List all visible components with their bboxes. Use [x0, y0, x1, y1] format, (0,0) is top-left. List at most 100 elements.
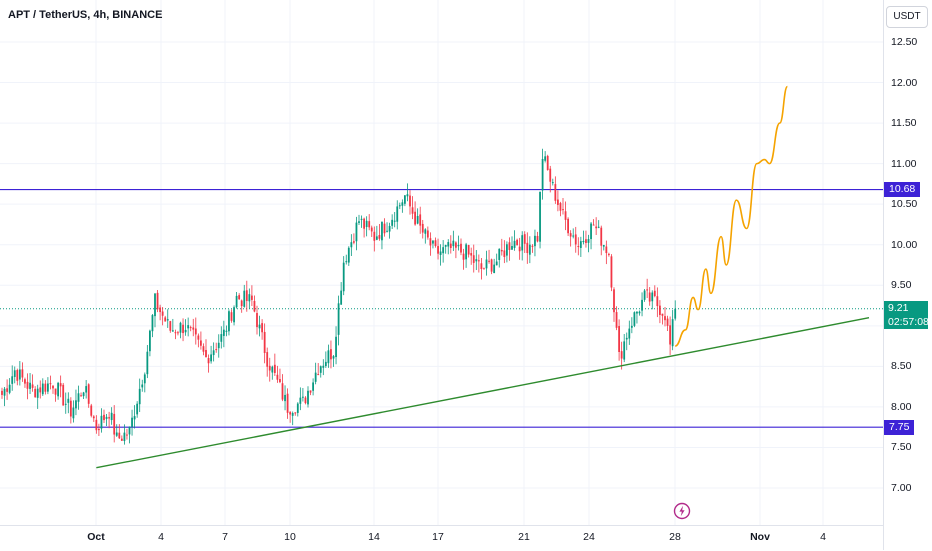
candle-body: [421, 223, 424, 233]
candle-body: [363, 218, 365, 229]
price-tick-label: 12.50: [891, 36, 918, 48]
candle-body: [131, 417, 133, 427]
candle-body: [557, 199, 559, 205]
candle-body: [429, 238, 432, 246]
candle-body: [8, 384, 11, 393]
candle-body: [138, 388, 141, 405]
candle-body: [126, 434, 128, 436]
candle-body: [243, 290, 246, 307]
candle-body: [457, 244, 460, 247]
candle-body: [437, 246, 439, 254]
time-tick-label: 21: [518, 531, 530, 543]
candle-body: [220, 334, 223, 342]
candle-body: [154, 293, 156, 317]
currency-selector[interactable]: USDT: [886, 6, 928, 28]
candle-body: [342, 262, 345, 292]
candle-body: [47, 383, 49, 392]
candle-body: [608, 253, 610, 255]
price-tick-label: 12.00: [891, 76, 918, 89]
candle-body: [404, 195, 406, 204]
candle-body: [245, 290, 248, 301]
candle-body: [113, 413, 116, 435]
candle-body: [656, 296, 659, 307]
candle-body: [347, 247, 350, 263]
price-axis[interactable]: [883, 0, 932, 550]
candle-body: [513, 240, 516, 248]
candle-body: [1, 390, 3, 395]
candle-body: [230, 312, 233, 321]
candle-body: [467, 245, 470, 255]
candle-body: [80, 395, 82, 397]
candle-body: [602, 245, 605, 247]
candle-body: [263, 331, 266, 353]
candle-body: [368, 221, 371, 228]
candle-body: [85, 386, 88, 393]
candle-body: [350, 242, 353, 248]
time-tick-label: 4: [158, 531, 164, 543]
candle-body: [217, 342, 220, 349]
candle-body: [6, 388, 8, 392]
lightning-icon[interactable]: [673, 502, 691, 520]
candle-body: [518, 246, 521, 252]
candle-body: [62, 384, 65, 406]
candle-body: [600, 227, 603, 246]
candle-body: [365, 220, 368, 227]
candle-body: [477, 260, 480, 262]
candle-body: [618, 326, 620, 352]
candle-body: [416, 215, 419, 224]
candle-body: [579, 241, 582, 248]
candle-body: [455, 242, 457, 248]
candle-body: [64, 403, 67, 405]
candle-body: [432, 240, 434, 244]
price-tick-label: 10.50: [891, 198, 918, 211]
candle-body: [118, 432, 121, 439]
candle-body: [523, 234, 526, 244]
candle-body: [330, 349, 332, 360]
candle-body: [194, 328, 197, 335]
price-chart-canvas[interactable]: [0, 0, 883, 525]
candle-body: [595, 226, 598, 229]
candle-body: [31, 384, 34, 388]
price-tick-label: 8.00: [891, 400, 912, 413]
candle-body: [225, 330, 228, 332]
candle-body: [133, 416, 136, 420]
candle-body: [531, 245, 534, 247]
candle-body: [240, 300, 243, 307]
candle-body: [322, 365, 325, 368]
candle-body: [483, 268, 485, 270]
candle-body: [628, 328, 631, 339]
candle-body: [521, 235, 524, 251]
candle-body: [353, 241, 355, 243]
candle-body: [100, 415, 103, 429]
candle-body: [536, 235, 539, 242]
candle-body: [95, 419, 98, 431]
time-axis[interactable]: [0, 525, 883, 551]
candle-body: [419, 214, 422, 226]
candle-body: [299, 397, 302, 404]
candle-body: [587, 239, 590, 243]
candle-body: [590, 223, 592, 240]
candle-body: [98, 428, 100, 431]
candle-body: [452, 240, 455, 247]
chart-area[interactable]: [0, 0, 883, 525]
price-tick-label: 7.50: [891, 441, 912, 454]
candle-body: [511, 246, 513, 250]
candle-body: [539, 191, 541, 242]
candle-body: [16, 370, 19, 381]
candle-body: [151, 315, 154, 332]
candle-body: [248, 294, 251, 302]
last-price-value: 9.21: [888, 302, 909, 314]
candle-body: [449, 243, 452, 248]
candle-body: [488, 260, 490, 262]
candle-body: [669, 325, 671, 345]
candle-body: [564, 211, 567, 220]
candle-body: [434, 240, 437, 246]
candle-body: [189, 327, 192, 329]
candle-body: [465, 244, 467, 260]
price-tick-label: 7.00: [891, 482, 912, 494]
time-tick-label: 14: [368, 531, 380, 543]
candle-body: [332, 356, 335, 359]
candle-body: [146, 351, 149, 375]
price-tick-label: 11.00: [891, 157, 917, 170]
candle-body: [605, 246, 608, 254]
